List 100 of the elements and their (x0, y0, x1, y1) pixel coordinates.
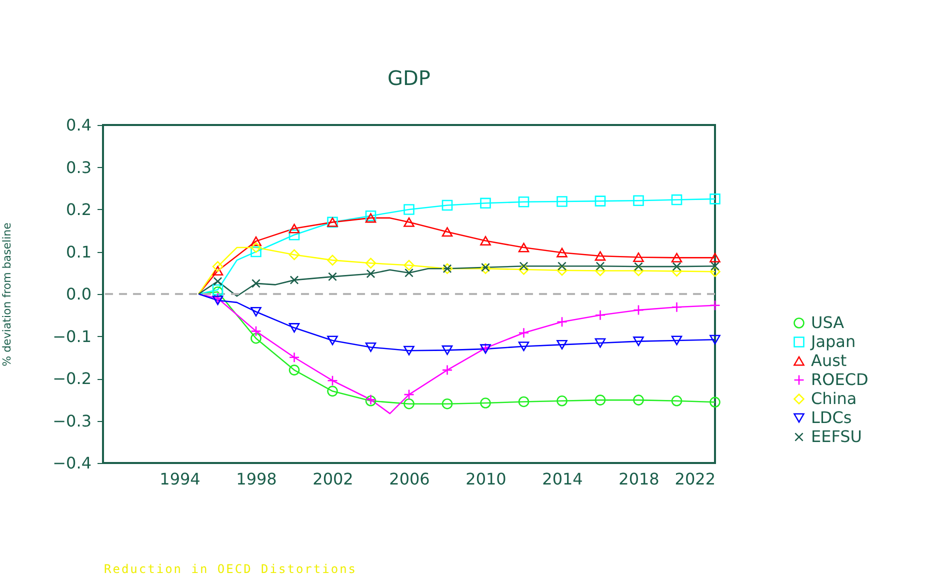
point (290, 276, 299, 284)
point (442, 364, 453, 376)
x-tick-label: 2010 (466, 470, 506, 488)
point (327, 336, 338, 346)
legend-label: Aust (811, 351, 847, 370)
point (404, 398, 414, 410)
point (710, 396, 720, 408)
point (442, 200, 453, 211)
legend-label: Japan (810, 332, 856, 351)
point (633, 252, 644, 262)
point (288, 249, 300, 260)
point (518, 196, 530, 208)
point (556, 264, 568, 276)
chart-title: GDP (388, 66, 430, 90)
point (672, 262, 682, 271)
point (480, 398, 491, 408)
point (365, 213, 376, 223)
point (212, 266, 224, 276)
point (633, 265, 644, 276)
point (212, 292, 224, 304)
point (442, 227, 453, 237)
point (633, 336, 644, 346)
y-tick-label: −0.2 (52, 369, 92, 388)
point (442, 345, 453, 355)
point (365, 258, 376, 269)
point (518, 327, 530, 338)
point (480, 198, 491, 209)
point (288, 364, 300, 376)
y-tick-label: 0.4 (66, 116, 92, 134)
point (671, 396, 682, 406)
x-tick-label: 2002 (312, 470, 354, 488)
point (212, 296, 224, 306)
y-tick-label: −0.4 (52, 454, 92, 472)
y-tick-label: 0.0 (66, 284, 92, 304)
point (594, 338, 606, 348)
text: Reduction in OECD Distortions (104, 562, 358, 576)
point (710, 262, 720, 271)
point (594, 251, 606, 261)
point (671, 252, 682, 262)
point (480, 263, 491, 274)
point (710, 252, 720, 262)
point (558, 262, 566, 271)
point (710, 300, 720, 311)
legend-label: ROECD (811, 370, 868, 389)
point (404, 268, 414, 278)
point (633, 304, 644, 316)
point (671, 336, 682, 346)
legend-label: USA (811, 313, 844, 332)
point (250, 326, 262, 337)
point (556, 316, 568, 328)
point (519, 262, 528, 271)
x-tick-label: 1994 (160, 470, 200, 488)
point (327, 254, 338, 266)
point (556, 396, 568, 406)
point (213, 276, 222, 286)
y-axis-title: % deviation from baseline (0, 222, 14, 366)
point (710, 334, 720, 344)
point (365, 210, 376, 222)
x-tick-label: 2014 (542, 470, 583, 488)
point (288, 229, 300, 240)
point (518, 396, 530, 408)
y-tick-label: −0.3 (52, 411, 92, 430)
point (594, 310, 606, 321)
point (252, 278, 260, 288)
y-tick-label: 0.2 (66, 200, 92, 219)
point (250, 306, 262, 317)
point (404, 346, 414, 356)
point (328, 272, 337, 282)
point (288, 323, 300, 333)
point (594, 196, 606, 206)
point (633, 394, 644, 406)
point (366, 269, 376, 278)
legend-label: China (811, 389, 857, 408)
point (518, 242, 530, 252)
point (596, 262, 605, 271)
point (671, 194, 682, 206)
point (250, 236, 262, 246)
point (250, 246, 262, 258)
legend-label: EEFSU (811, 427, 862, 446)
point (212, 286, 224, 298)
point (710, 266, 720, 277)
x-tick-label: 1998 (236, 470, 277, 488)
point (556, 248, 568, 258)
point (365, 342, 376, 352)
point (212, 261, 224, 272)
point (633, 195, 644, 206)
point (404, 204, 414, 215)
point (556, 340, 568, 350)
point (480, 236, 491, 246)
point (212, 284, 224, 296)
legend-label: LDCs (811, 408, 852, 427)
point (404, 389, 414, 400)
point (556, 196, 568, 207)
point (518, 264, 530, 275)
y-tick-label: −0.1 (52, 326, 92, 346)
point (288, 224, 300, 234)
point (481, 262, 490, 272)
point (634, 262, 643, 271)
point (327, 375, 338, 386)
y-tick-label: 0.1 (66, 242, 92, 262)
